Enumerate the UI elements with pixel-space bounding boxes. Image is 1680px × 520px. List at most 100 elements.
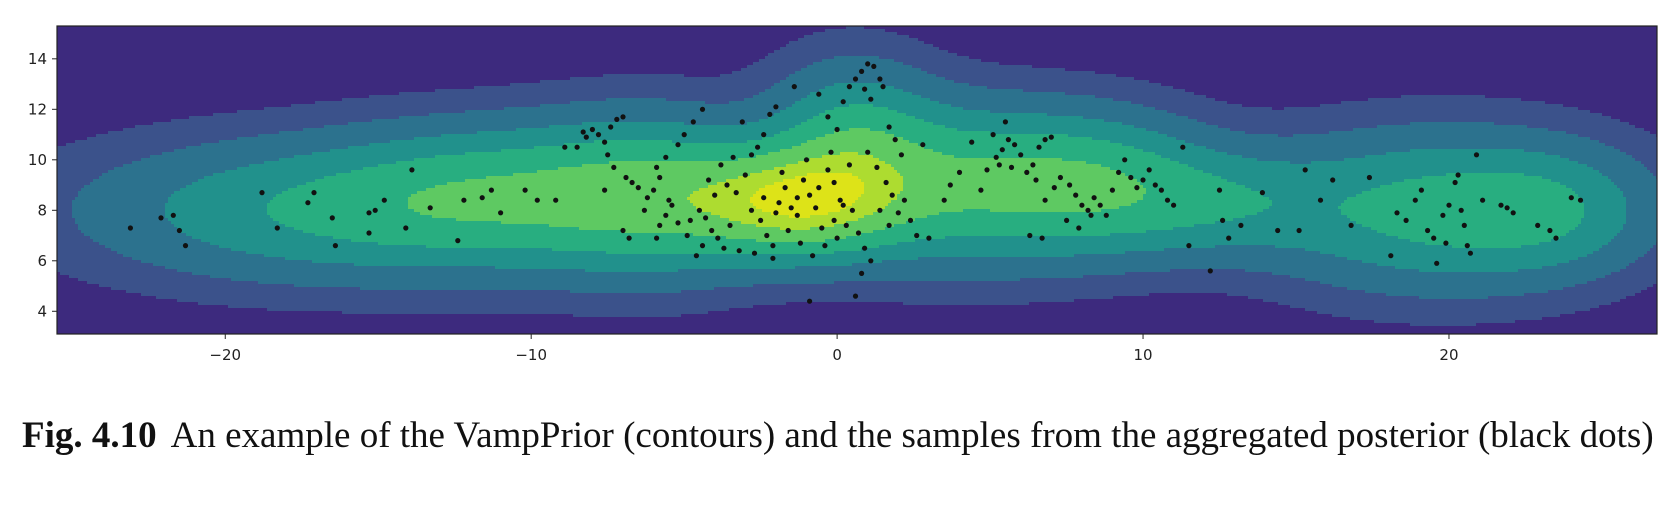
scatter-point bbox=[1220, 217, 1226, 223]
scatter-point bbox=[721, 245, 727, 251]
scatter-point bbox=[553, 197, 559, 203]
scatter-point bbox=[706, 177, 712, 183]
scatter-point bbox=[1504, 205, 1510, 211]
scatter-point bbox=[800, 177, 807, 183]
scatter-point bbox=[455, 238, 461, 244]
scatter-point bbox=[855, 230, 862, 236]
scatter-point bbox=[956, 169, 963, 175]
scatter-point bbox=[709, 227, 715, 234]
scatter-point bbox=[984, 167, 990, 173]
scatter-point bbox=[259, 190, 265, 196]
scatter-point bbox=[794, 212, 800, 218]
scatter-point bbox=[865, 149, 871, 155]
scatter-point bbox=[170, 212, 176, 218]
scatter-point bbox=[1103, 212, 1109, 218]
scatter-point bbox=[1158, 187, 1164, 193]
scatter-point bbox=[687, 217, 693, 223]
scatter-point bbox=[846, 162, 853, 168]
scatter-point bbox=[580, 129, 586, 135]
scatter-point bbox=[1097, 202, 1103, 208]
scatter-point bbox=[1553, 235, 1559, 241]
scatter-point bbox=[1452, 179, 1458, 186]
scatter-point bbox=[1171, 202, 1177, 208]
scatter-point bbox=[791, 84, 797, 90]
scatter-point bbox=[797, 240, 804, 246]
scatter-point bbox=[794, 195, 800, 201]
scatter-point bbox=[629, 179, 635, 186]
scatter-point bbox=[675, 220, 681, 226]
scatter-point bbox=[865, 61, 871, 67]
scatter-point bbox=[1076, 225, 1082, 231]
caption-label: Fig. 4.10 bbox=[22, 415, 157, 456]
scatter-point bbox=[1388, 253, 1394, 259]
x-tick-label: 10 bbox=[1133, 346, 1152, 364]
scatter-point bbox=[623, 174, 629, 181]
scatter-point bbox=[1446, 202, 1452, 208]
scatter-point bbox=[1207, 268, 1213, 274]
scatter-point bbox=[825, 114, 831, 120]
scatter-point bbox=[834, 235, 840, 241]
scatter-point bbox=[1002, 119, 1009, 125]
scatter-point bbox=[1146, 167, 1152, 173]
scatter-point bbox=[755, 144, 761, 150]
scatter-point bbox=[849, 207, 856, 213]
scatter-point bbox=[1275, 227, 1281, 234]
scatter-point bbox=[614, 116, 620, 122]
scatter-point bbox=[831, 179, 837, 186]
scatter-point bbox=[1109, 187, 1115, 193]
scatter-point bbox=[1412, 197, 1418, 203]
scatter-point bbox=[699, 243, 706, 249]
scatter-point bbox=[1116, 169, 1122, 175]
scatter-point bbox=[1480, 197, 1486, 203]
scatter-point bbox=[1498, 202, 1504, 208]
scatter-point bbox=[727, 222, 733, 228]
scatter-point bbox=[1057, 174, 1063, 181]
scatter-point bbox=[816, 91, 822, 97]
scatter-point bbox=[1425, 227, 1431, 234]
scatter-point bbox=[969, 139, 975, 145]
scatter-point bbox=[602, 187, 608, 193]
x-tick-label: 20 bbox=[1439, 346, 1458, 364]
scatter-point bbox=[620, 114, 626, 120]
scatter-point bbox=[715, 235, 721, 241]
scatter-point bbox=[1296, 227, 1302, 234]
scatter-point bbox=[852, 76, 859, 82]
scatter-point bbox=[1467, 250, 1473, 256]
scatter-point bbox=[840, 99, 846, 105]
x-tick-label: −20 bbox=[209, 346, 241, 364]
scatter-point bbox=[1330, 177, 1336, 183]
axes-frame bbox=[56, 25, 1658, 335]
scatter-point bbox=[488, 187, 494, 193]
scatter-point bbox=[1443, 240, 1449, 246]
scatter-point bbox=[761, 195, 767, 201]
scatter-point bbox=[730, 154, 736, 160]
scatter-point bbox=[978, 187, 984, 193]
scatter-point bbox=[651, 187, 657, 193]
y-tick-label: 10 bbox=[28, 151, 47, 169]
scatter-point bbox=[1030, 162, 1036, 168]
scatter-point bbox=[859, 270, 865, 276]
scatter-point bbox=[274, 225, 280, 231]
scatter-point bbox=[595, 132, 602, 138]
scatter-point bbox=[1535, 222, 1541, 228]
scatter-point bbox=[403, 225, 409, 231]
scatter-point bbox=[1042, 197, 1048, 203]
scatter-point bbox=[1186, 243, 1192, 249]
scatter-point bbox=[1348, 222, 1354, 228]
y-tick-label: 14 bbox=[28, 50, 47, 68]
scatter-point bbox=[996, 162, 1002, 168]
scatter-point bbox=[608, 124, 614, 130]
scatter-point bbox=[822, 243, 828, 249]
scatter-point bbox=[1473, 152, 1480, 158]
scatter-point bbox=[669, 202, 675, 208]
scatter-point bbox=[176, 227, 182, 234]
scatter-point bbox=[807, 192, 813, 198]
scatter-point bbox=[807, 298, 813, 304]
scatter-point bbox=[1033, 177, 1039, 183]
scatter-point bbox=[657, 222, 663, 228]
scatter-point bbox=[427, 205, 433, 211]
scatter-point bbox=[366, 210, 372, 216]
scatter-point bbox=[703, 215, 709, 221]
scatter-point bbox=[1064, 217, 1070, 223]
scatter-point bbox=[990, 132, 996, 138]
